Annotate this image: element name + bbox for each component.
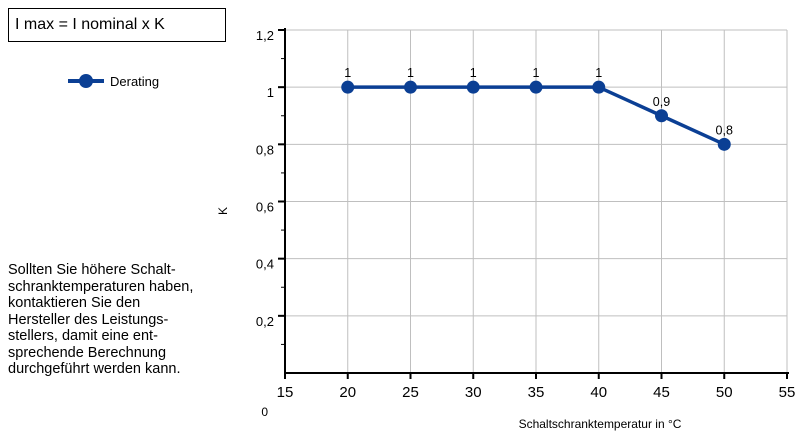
data-label: 0,8 bbox=[716, 123, 733, 137]
data-label: 0,9 bbox=[653, 95, 670, 109]
x-tick-label: 15 bbox=[277, 384, 294, 401]
data-point bbox=[341, 80, 355, 94]
data-label: 1 bbox=[595, 66, 602, 80]
legend-marker-icon bbox=[68, 74, 104, 88]
legend-dot bbox=[79, 74, 93, 88]
note-line: stellers, damit eine ent- bbox=[8, 328, 158, 344]
y-tick-label: 0,2 bbox=[256, 314, 274, 329]
x-tick-label: 55 bbox=[779, 384, 796, 401]
data-label: 1 bbox=[407, 66, 414, 80]
data-point bbox=[592, 80, 606, 94]
x-tick-label: 40 bbox=[590, 384, 607, 401]
y-tick-label: 0,8 bbox=[256, 142, 274, 157]
data-label: 1 bbox=[344, 66, 351, 80]
x-tick-label: 25 bbox=[402, 384, 419, 401]
y-tick-label: 1,2 bbox=[256, 28, 274, 43]
data-label: 1 bbox=[533, 66, 540, 80]
x-tick-label: 30 bbox=[465, 384, 482, 401]
y-tick-label: 0,6 bbox=[256, 200, 274, 215]
x-tick-label: 20 bbox=[339, 384, 356, 401]
note-line: Hersteller des Leistungs- bbox=[8, 311, 169, 328]
data-label: 1 bbox=[470, 66, 477, 80]
note-line: sprechende Berechnung bbox=[8, 344, 167, 361]
y-tick-label: 0 bbox=[261, 405, 268, 419]
legend: Derating bbox=[68, 68, 159, 94]
x-tick-label: 45 bbox=[653, 384, 670, 401]
note-text: Sollten Sie höhere Schalt- schranktemper… bbox=[8, 262, 258, 378]
note-line: Sollten Sie höhere Schalt- bbox=[8, 262, 176, 278]
data-point bbox=[717, 137, 731, 151]
note-line: durchgeführt werden kann. bbox=[8, 361, 181, 377]
data-point bbox=[529, 80, 543, 94]
note-line: schranktemperaturen haben, bbox=[8, 278, 194, 295]
formula-box: I max = I nominal x K bbox=[8, 8, 226, 42]
data-point bbox=[404, 80, 417, 94]
data-point bbox=[655, 109, 668, 123]
note-line: kontaktieren Sie den bbox=[8, 295, 141, 311]
legend-label: Derating bbox=[110, 73, 160, 89]
x-tick-label: 50 bbox=[716, 384, 733, 401]
data-point bbox=[466, 80, 480, 94]
x-tick-label: 35 bbox=[528, 384, 545, 401]
y-axis-label: K bbox=[216, 207, 230, 215]
y-tick-label: 0,4 bbox=[256, 257, 274, 272]
y-tick-label: 1 bbox=[267, 85, 274, 100]
x-axis-label: Schaltschranktemperatur in °C bbox=[519, 417, 682, 431]
